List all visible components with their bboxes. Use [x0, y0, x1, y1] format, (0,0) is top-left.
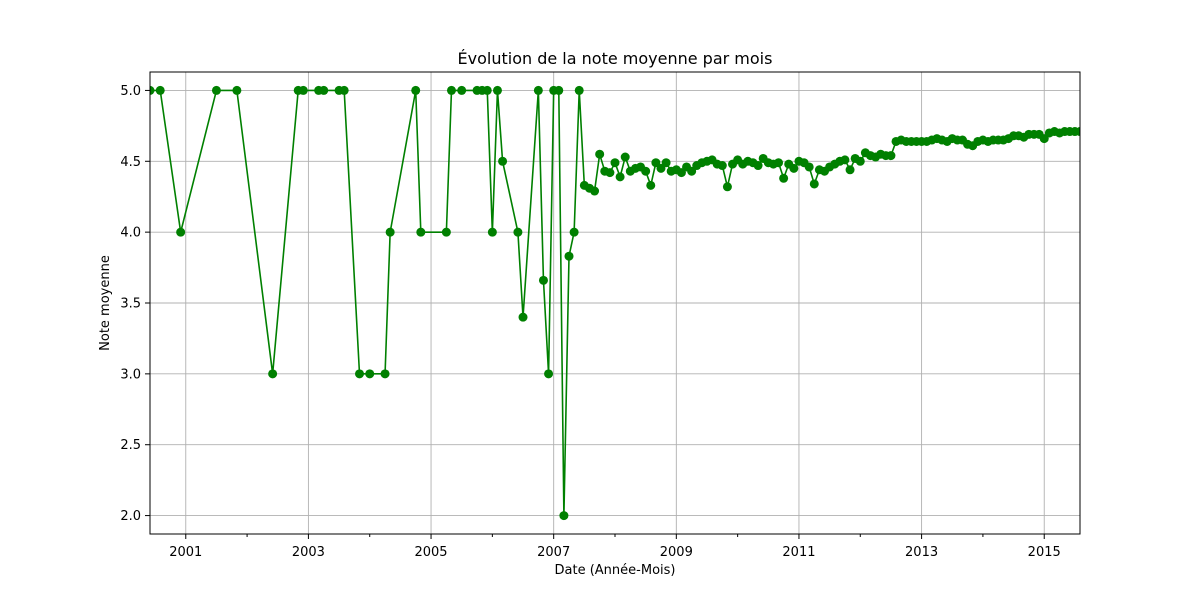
- x-tick-label: 2007: [537, 545, 570, 560]
- y-tick-label: 4.5: [120, 155, 141, 170]
- chart-title: Évolution de la note moyenne par mois: [458, 49, 773, 68]
- data-point: [855, 156, 865, 166]
- data-point: [355, 369, 365, 379]
- data-point: [176, 227, 186, 237]
- x-axis-title: Date (Année-Mois): [555, 563, 676, 578]
- data-point: [845, 165, 855, 175]
- data-point: [779, 173, 789, 183]
- data-point: [155, 85, 165, 95]
- data-point: [804, 162, 814, 172]
- data-point: [365, 369, 375, 379]
- x-tick-label: 2011: [782, 545, 815, 560]
- x-tick-label: 2003: [292, 545, 325, 560]
- data-point: [298, 85, 308, 95]
- data-point: [564, 251, 574, 261]
- x-tick-label: 2009: [660, 545, 693, 560]
- data-point: [544, 369, 554, 379]
- data-point: [268, 369, 278, 379]
- y-tick-label: 4.0: [120, 226, 141, 241]
- y-axis-title: Note moyenne: [98, 255, 113, 351]
- data-point: [1075, 127, 1080, 137]
- y-tick-label: 2.5: [120, 438, 141, 453]
- data-point: [411, 85, 421, 95]
- data-point: [441, 227, 451, 237]
- data-point: [789, 163, 799, 173]
- data-point: [774, 158, 784, 168]
- x-axis: 2001 2003 2005 2007 2009 2011 2013 2015: [169, 534, 1061, 560]
- data-point: [385, 227, 395, 237]
- data-point: [533, 85, 543, 95]
- data-point: [717, 161, 727, 171]
- data-point: [487, 227, 497, 237]
- x-tick-label: 2015: [1028, 545, 1061, 560]
- data-point: [590, 186, 600, 196]
- data-point: [610, 158, 620, 168]
- data-point: [753, 161, 763, 171]
- data-point: [646, 180, 656, 190]
- data-point: [380, 369, 390, 379]
- data-point: [150, 85, 155, 95]
- data-point: [513, 227, 523, 237]
- data-point: [492, 85, 502, 95]
- data-point: [554, 85, 564, 95]
- y-tick-label: 2.0: [120, 509, 141, 524]
- data-point: [615, 172, 625, 182]
- y-tick-label: 5.0: [120, 84, 141, 99]
- data-point: [319, 85, 329, 95]
- data-point: [620, 152, 630, 162]
- data-point: [661, 158, 671, 168]
- data-point: [559, 511, 569, 521]
- x-tick-label: 2001: [169, 545, 202, 560]
- y-tick-label: 3.5: [120, 297, 141, 312]
- data-point: [211, 85, 221, 95]
- data-point: [840, 155, 850, 165]
- data-point: [574, 85, 584, 95]
- data-point: [416, 227, 426, 237]
- data-point: [886, 151, 896, 161]
- data-point: [498, 156, 508, 166]
- x-tick-label: 2013: [905, 545, 938, 560]
- x-tick-label: 2005: [414, 545, 447, 560]
- data-point: [457, 85, 467, 95]
- data-point: [518, 312, 528, 322]
- y-tick-label: 3.0: [120, 367, 141, 382]
- data-point: [482, 85, 492, 95]
- series-layer: [150, 85, 1080, 521]
- data-point: [641, 166, 651, 176]
- data-point: [339, 85, 349, 95]
- data-point: [722, 182, 732, 192]
- data-point: [446, 85, 456, 95]
- data-point: [595, 149, 605, 159]
- data-point: [605, 168, 615, 178]
- data-point: [569, 227, 579, 237]
- y-axis: 2.0 2.5 3.0 3.5 4.0 4.5 5.0: [120, 84, 150, 524]
- data-point: [232, 85, 242, 95]
- data-point: [538, 275, 548, 285]
- data-point: [809, 179, 819, 189]
